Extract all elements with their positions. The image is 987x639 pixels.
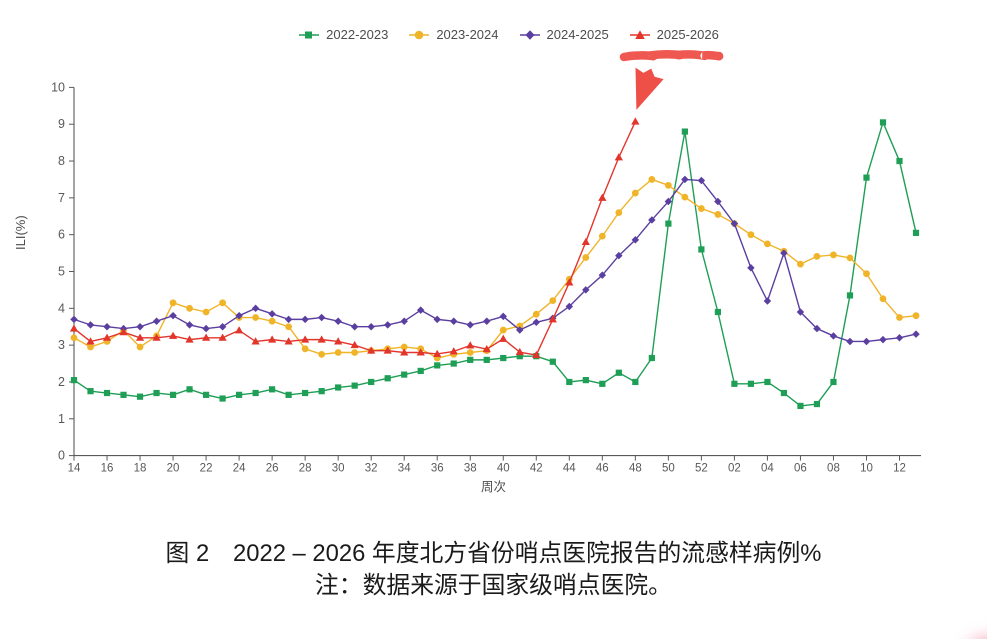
svg-text:1: 1	[58, 412, 65, 426]
svg-text:48: 48	[629, 463, 642, 475]
svg-text:24: 24	[233, 463, 246, 475]
svg-text:36: 36	[431, 463, 444, 475]
svg-text:40: 40	[497, 463, 510, 475]
svg-text:46: 46	[596, 463, 609, 475]
svg-text:4: 4	[58, 301, 65, 315]
svg-text:3: 3	[58, 338, 65, 352]
svg-text:12: 12	[893, 463, 906, 475]
svg-text:28: 28	[299, 463, 312, 475]
svg-text:18: 18	[134, 463, 147, 475]
svg-text:08: 08	[827, 463, 840, 475]
svg-text:52: 52	[695, 463, 708, 475]
svg-text:22: 22	[200, 463, 213, 475]
svg-text:38: 38	[464, 463, 477, 475]
svg-text:02: 02	[728, 463, 741, 475]
svg-text:26: 26	[266, 463, 279, 475]
svg-text:14: 14	[68, 463, 81, 475]
svg-text:9: 9	[58, 117, 65, 131]
svg-text:6: 6	[58, 228, 65, 242]
svg-text:0: 0	[58, 449, 65, 463]
svg-text:42: 42	[530, 463, 543, 475]
svg-text:16: 16	[101, 463, 114, 475]
svg-text:04: 04	[761, 463, 774, 475]
svg-text:34: 34	[398, 463, 411, 475]
svg-text:06: 06	[794, 463, 807, 475]
svg-text:44: 44	[563, 463, 576, 475]
svg-text:30: 30	[332, 463, 345, 475]
svg-text:32: 32	[365, 463, 378, 475]
svg-text:7: 7	[58, 191, 65, 205]
svg-text:20: 20	[167, 463, 180, 475]
svg-text:10: 10	[860, 463, 873, 475]
svg-text:50: 50	[662, 463, 675, 475]
svg-text:5: 5	[58, 265, 65, 279]
svg-text:2: 2	[58, 375, 65, 389]
svg-text:10: 10	[51, 80, 65, 94]
svg-text:8: 8	[58, 154, 65, 168]
